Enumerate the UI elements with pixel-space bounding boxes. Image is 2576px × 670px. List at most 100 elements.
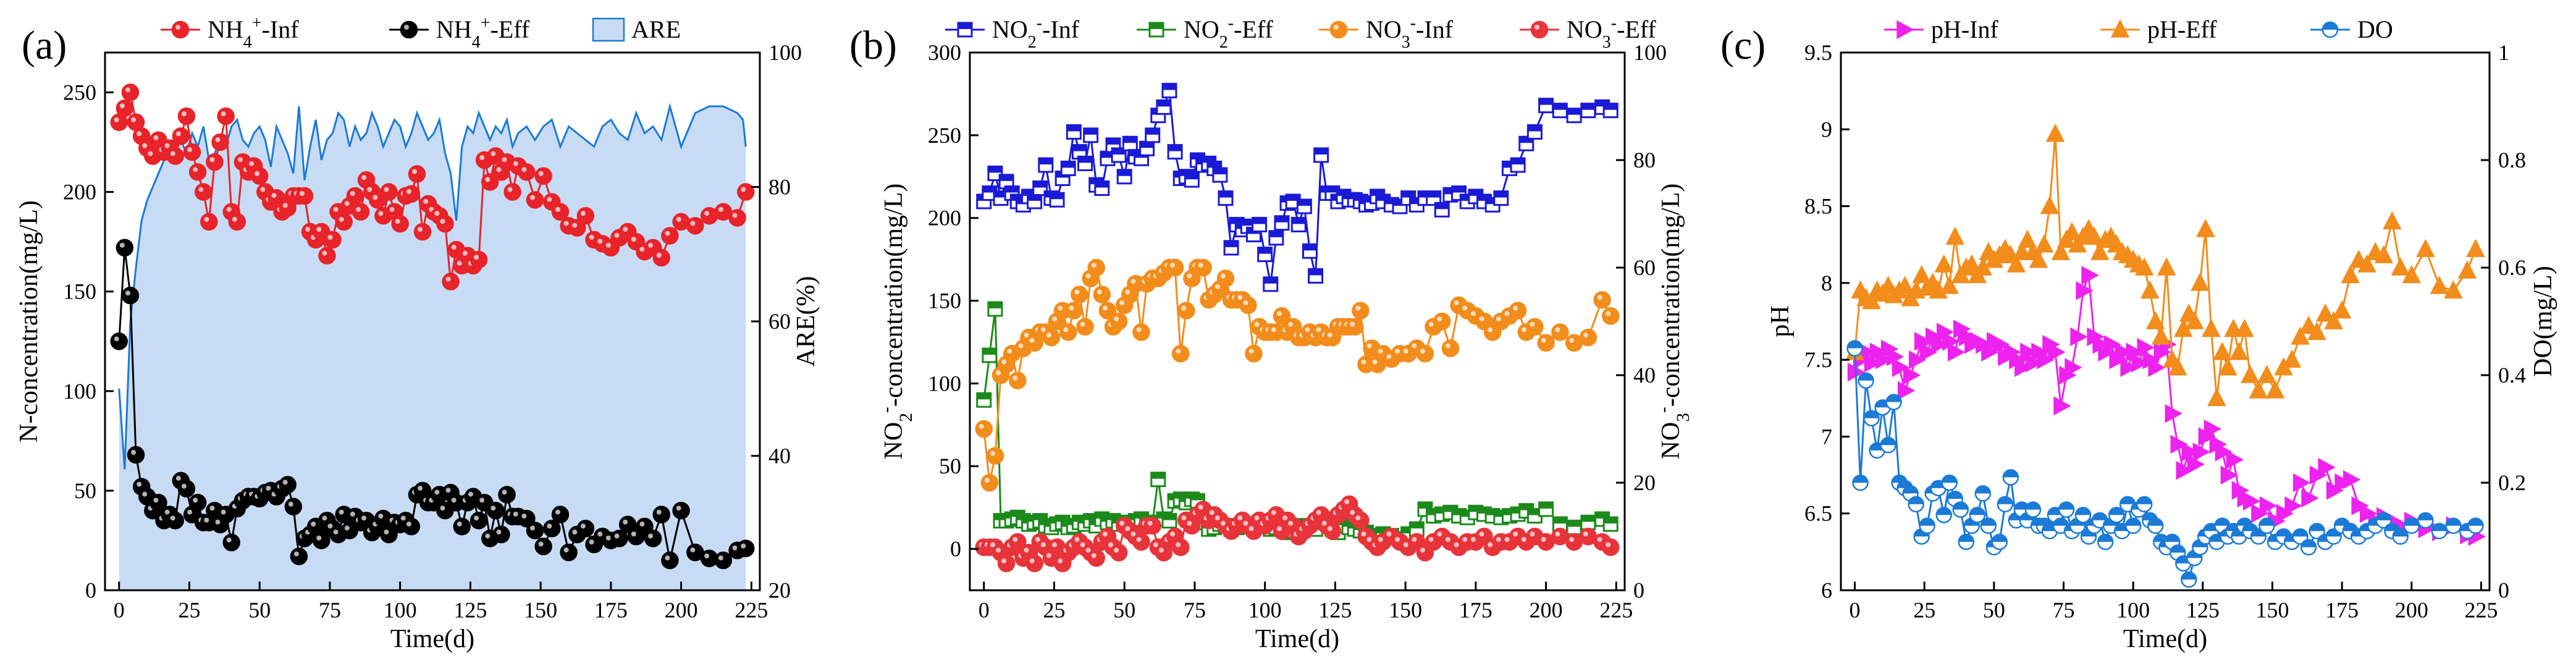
- legend-label-part: +: [252, 14, 262, 33]
- data-point: [2249, 380, 2268, 399]
- data-point-shine: [1181, 515, 1187, 520]
- y-axis-label-left-part: -: [877, 407, 896, 413]
- data-point-top: [2334, 518, 2350, 526]
- data-point-top: [2276, 529, 2291, 536]
- y-tick-label-left: 150: [928, 289, 961, 313]
- data-point-shine: [339, 509, 344, 515]
- data-point-shine: [260, 187, 266, 192]
- data-point-shine: [1243, 520, 1248, 526]
- data-point-shine: [1386, 354, 1392, 359]
- y-tick-label-right: 1: [2498, 40, 2509, 65]
- data-point-shine: [563, 547, 569, 553]
- data-point-shine: [249, 161, 255, 166]
- data-point: [728, 209, 746, 227]
- data-point-shine: [1153, 542, 1158, 548]
- data-point-top: [1418, 191, 1432, 198]
- data-point: [1948, 342, 1966, 362]
- data-point-top: [1190, 153, 1205, 159]
- data-point-shine: [282, 480, 288, 485]
- data-point: [2065, 358, 2082, 377]
- data-point-top: [1460, 511, 1475, 517]
- data-point-top: [1410, 522, 1424, 528]
- data-point: [469, 250, 488, 269]
- panel-1: 0 25 50 75 100 125 150 175 200 225 0 50 100 150 200 250…: [15, 14, 820, 654]
- data-point: [518, 163, 536, 181]
- y-tick-label-right: 40: [1633, 363, 1656, 388]
- data-point: [1323, 522, 1342, 540]
- data-point-top: [1274, 216, 1289, 223]
- data-point-shine: [1085, 273, 1091, 279]
- legend-marker-top: [958, 23, 972, 29]
- data-point: [503, 183, 521, 201]
- legend-label: NO3--Inf: [1366, 14, 1454, 52]
- series-markers-0: [976, 83, 1618, 292]
- data-point: [1903, 365, 1921, 385]
- y-tick-label-right: 0.4: [2498, 363, 2526, 388]
- x-tick-label: 175: [594, 598, 628, 622]
- data-point-shine: [1496, 316, 1501, 321]
- legend-label-part: NH: [208, 15, 243, 43]
- data-point-top: [1880, 438, 1896, 446]
- data-point-shine: [423, 198, 429, 204]
- data-point: [492, 525, 510, 544]
- data-point-top: [1393, 199, 1407, 206]
- data-point-top: [1468, 506, 1483, 512]
- data-point: [2006, 254, 2026, 273]
- data-point-shine: [418, 485, 423, 491]
- legend: NO2--Inf NO2--Eff NO3--Inf NO3--Eff: [945, 14, 1656, 52]
- data-point: [1042, 328, 1061, 347]
- data-point: [206, 153, 224, 171]
- data-point-shine: [1158, 548, 1164, 553]
- data-point-top: [988, 302, 1002, 308]
- data-point: [2383, 211, 2402, 230]
- data-point-top: [1858, 373, 1874, 381]
- data-point: [2145, 311, 2165, 329]
- data-point: [2259, 496, 2278, 515]
- data-point: [2034, 234, 2054, 253]
- data-point: [2402, 265, 2422, 284]
- data-point-shine: [1454, 300, 1459, 305]
- data-point-shine: [1327, 333, 1332, 338]
- data-point-top: [1853, 475, 1868, 483]
- data-point: [2203, 419, 2221, 439]
- data-point: [2196, 219, 2215, 237]
- legend-swatch: [592, 17, 625, 42]
- data-point-shine: [1198, 263, 1203, 268]
- data-point: [2134, 257, 2154, 276]
- data-point-shine: [316, 535, 322, 541]
- panel-label: (c): [1720, 23, 1766, 68]
- data-point-shine: [1462, 536, 1468, 542]
- data-point-shine: [1305, 327, 1310, 333]
- data-point-top: [988, 166, 1002, 173]
- data-point: [2265, 380, 2285, 399]
- data-point-shine: [732, 545, 738, 551]
- data-point-shine: [1513, 305, 1518, 311]
- data-point: [166, 147, 184, 165]
- data-point-top: [2446, 518, 2461, 526]
- data-point-shine: [580, 211, 586, 216]
- data-point-shine: [648, 533, 654, 539]
- data-point-shine: [1521, 536, 1526, 542]
- data-point: [576, 206, 595, 225]
- data-point: [2076, 281, 2094, 300]
- data-point: [1087, 549, 1105, 567]
- data-point-shine: [361, 175, 367, 180]
- y-tick-label-left: 9.5: [1804, 40, 1832, 65]
- data-point-shine: [198, 187, 204, 192]
- data-point-shine: [384, 187, 389, 192]
- data-point-top: [1263, 277, 1277, 284]
- data-point: [2140, 280, 2160, 299]
- data-point: [110, 332, 128, 350]
- x-axis-label: Time(d): [2123, 625, 2207, 653]
- data-point-shine: [648, 242, 654, 248]
- data-point: [1433, 312, 1451, 331]
- data-point-shine: [1119, 520, 1125, 526]
- data-point-shine: [1288, 520, 1294, 526]
- data-point-top: [982, 348, 996, 355]
- legend-label-part: -Inf: [262, 15, 300, 43]
- legend-label-part: NO: [992, 15, 1028, 43]
- data-point-top: [1553, 517, 1567, 524]
- data-point-shine: [1035, 536, 1040, 542]
- y-tick-label-left: 9: [1821, 117, 1832, 142]
- data-point-shine: [639, 521, 645, 527]
